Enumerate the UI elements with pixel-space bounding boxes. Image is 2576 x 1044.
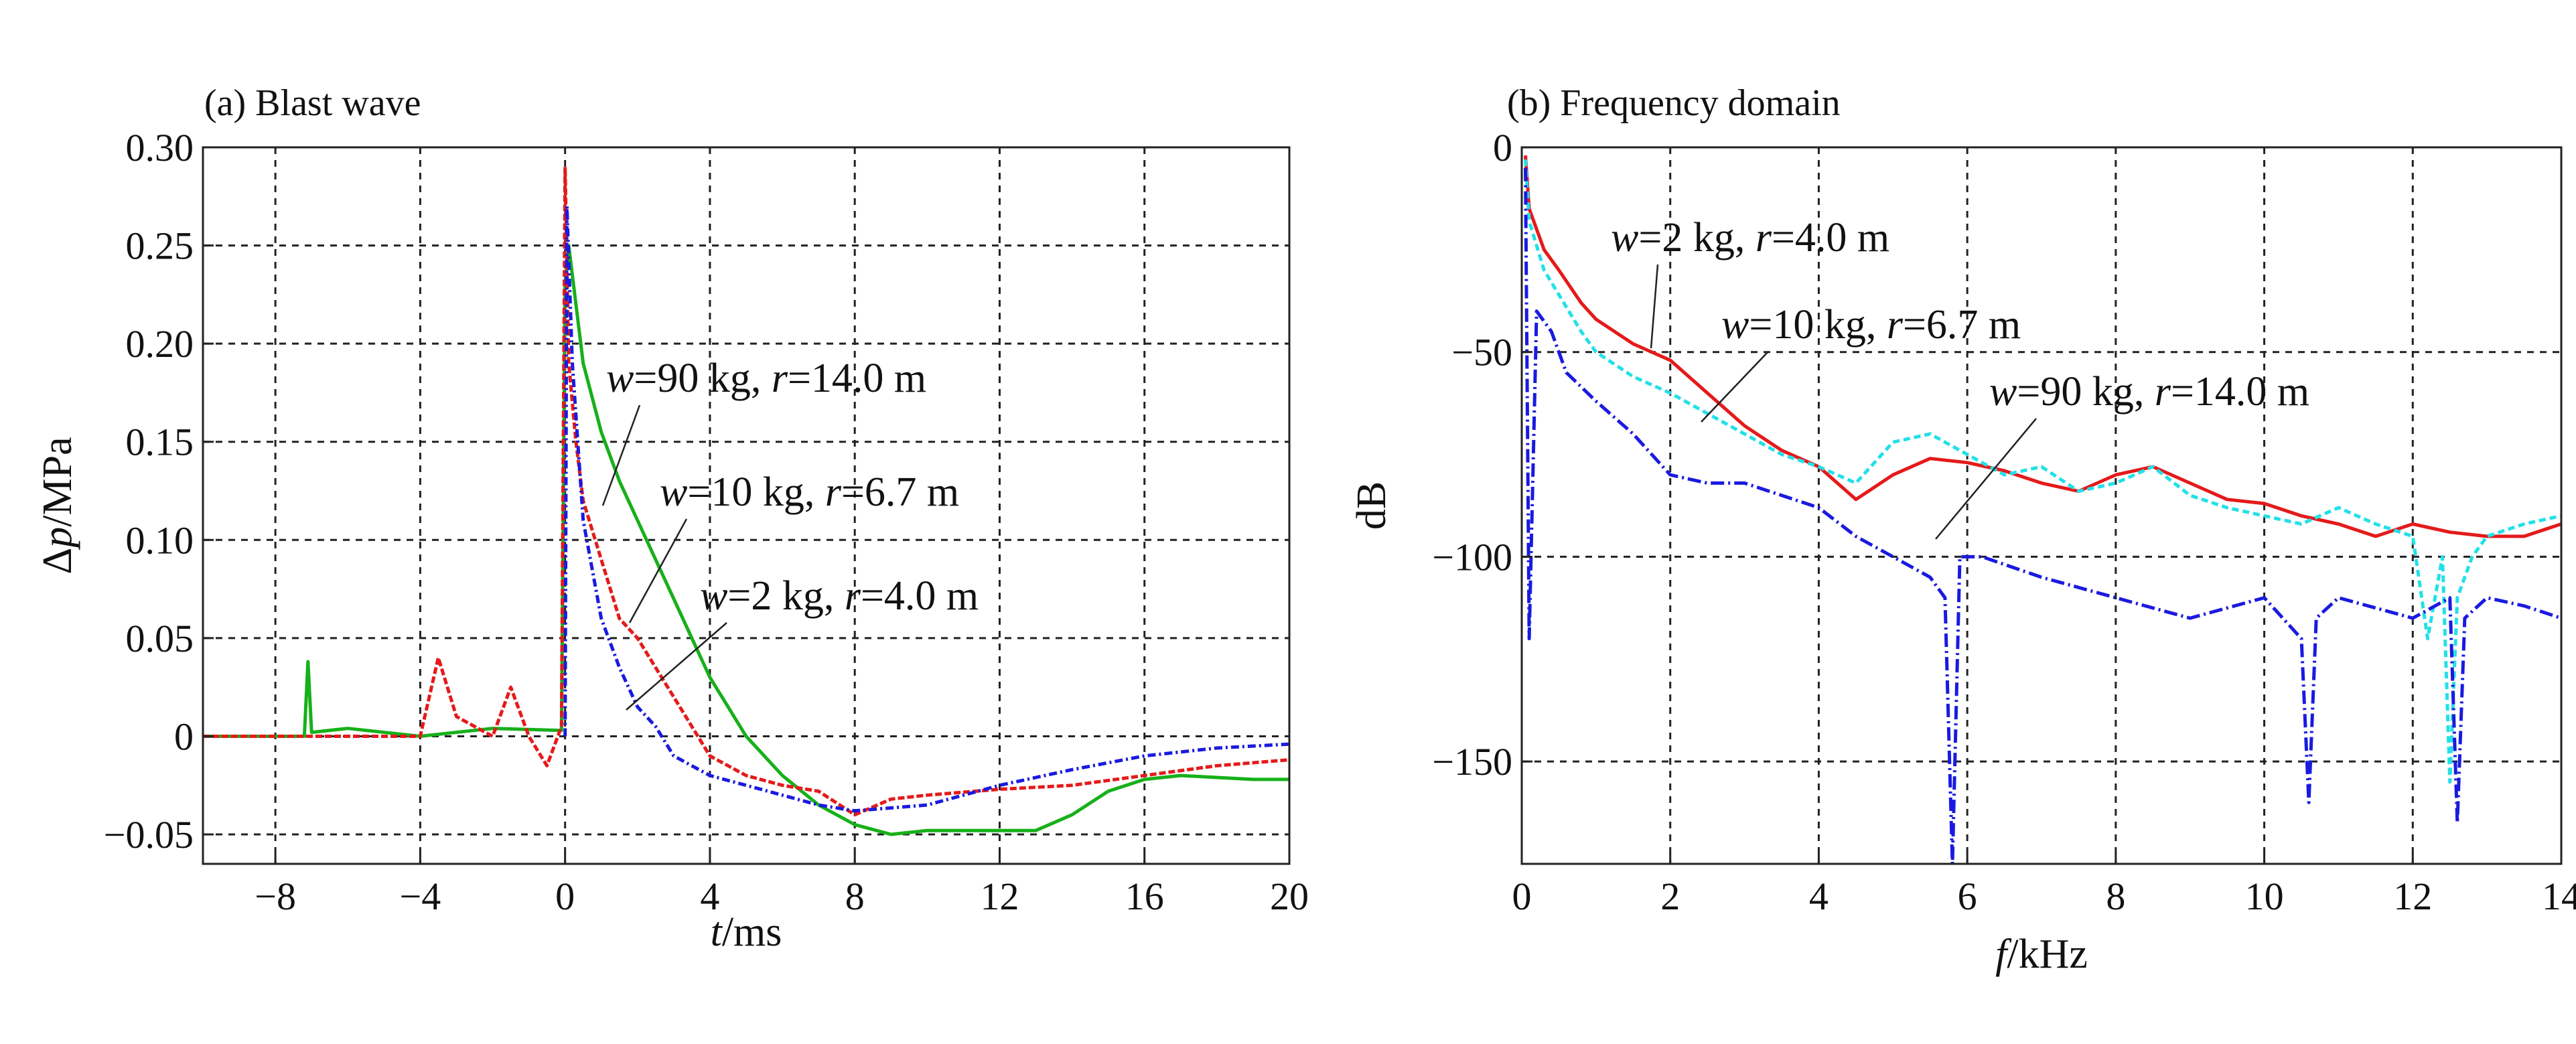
leader-a-w2 xyxy=(626,622,727,711)
x-tick-label: 8 xyxy=(2106,875,2125,918)
x-tick-label: 4 xyxy=(1809,875,1829,918)
x-tick-label: 14 xyxy=(2542,875,2576,918)
panel-b-title: (b) Frequency domain xyxy=(1507,82,1841,124)
leader-a-w90 xyxy=(601,404,641,506)
x-tick-label: −8 xyxy=(255,875,296,918)
y-tick-label: −100 xyxy=(1432,535,1512,579)
y-tick-label: 0 xyxy=(1493,126,1512,169)
x-tick-label: 0 xyxy=(1512,875,1532,918)
x-tick-label: 8 xyxy=(845,875,865,918)
y-tick-label: 0 xyxy=(174,715,194,758)
panel-a-xlabel: t/ms xyxy=(711,909,782,955)
panel-a-title: (a) Blast wave xyxy=(204,82,421,124)
series-line-2 xyxy=(203,165,1289,817)
x-tick-label: 6 xyxy=(1958,875,1977,918)
panel-b-frequency-domain: (b) Frequency domain 0 2 4 6 8 10 12 14 0 −50 −100… xyxy=(1349,82,2576,977)
series-line-1 xyxy=(1524,155,2561,538)
panel-a-plot-frame xyxy=(202,146,1291,865)
series-line-2 xyxy=(1524,159,2561,784)
series-line-3 xyxy=(1524,167,2561,864)
x-tick-label: 12 xyxy=(2393,875,2432,918)
y-tick-label: −50 xyxy=(1451,331,1512,374)
leader-b-w90 xyxy=(1935,418,2037,540)
y-tick-label: 0.25 xyxy=(126,224,194,268)
x-tick-label: 2 xyxy=(1660,875,1680,918)
panel-a-blast-wave: (a) Blast wave −8 −4 0 4 8 12 16 20 −0.05 0 0.05 0.… xyxy=(35,82,1309,955)
y-tick-label: −0.05 xyxy=(104,813,194,856)
x-tick-label: 4 xyxy=(700,875,719,918)
series-line-3 xyxy=(563,204,1289,813)
x-tick-label: 20 xyxy=(1270,875,1309,918)
annotation-b-w10: w=10 kg, r=6.7 m xyxy=(1721,302,2021,348)
annotation-b-w90: w=90 kg, r=14.0 m xyxy=(1989,369,2309,415)
panel-b-ylabel: dB xyxy=(1349,481,1394,530)
y-tick-label: 0.20 xyxy=(126,322,194,366)
leader-b-w10 xyxy=(1701,351,1769,423)
annotation-b-w2: w=2 kg, r=4.0 m xyxy=(1611,215,1889,260)
leader-a-w10 xyxy=(628,518,688,623)
x-tick-label: −4 xyxy=(400,875,441,918)
leader-b-w2 xyxy=(1650,264,1659,349)
y-tick-label: 0.30 xyxy=(126,126,194,169)
x-tick-label: 16 xyxy=(1125,875,1164,918)
y-tick-label: 0.10 xyxy=(126,518,194,562)
x-tick-label: 12 xyxy=(980,875,1019,918)
x-tick-label: 10 xyxy=(2245,875,2284,918)
annotation-a-w10: w=10 kg, r=6.7 m xyxy=(660,469,959,515)
panel-a-ylabel: Δp/MPa xyxy=(35,437,80,574)
panel-b-plot-frame xyxy=(1520,146,2563,865)
panel-b-xlabel: f/kHz xyxy=(1995,931,2088,977)
series-line-1 xyxy=(203,244,1289,836)
x-tick-label: 0 xyxy=(555,875,575,918)
y-tick-label: −150 xyxy=(1432,740,1512,784)
annotation-a-w90: w=90 kg, r=14.0 m xyxy=(606,356,926,401)
annotation-a-w2: w=2 kg, r=4.0 m xyxy=(700,573,979,619)
y-tick-label: 0.15 xyxy=(126,421,194,464)
y-tick-label: 0.05 xyxy=(126,617,194,660)
